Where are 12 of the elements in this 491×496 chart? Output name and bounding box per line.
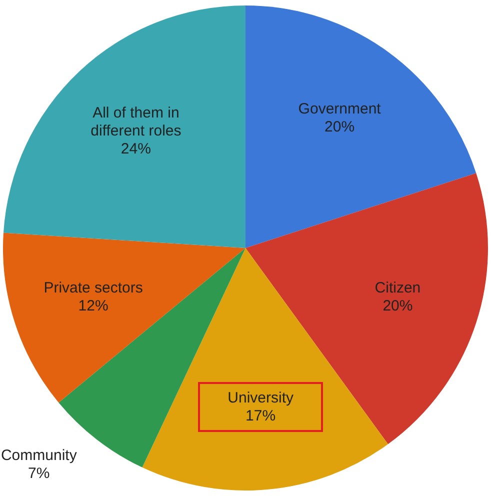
slice-label: All of them in different roles <box>90 104 182 140</box>
data-label: 24% <box>120 140 151 158</box>
slice-label: Private sectors <box>44 280 143 297</box>
data-label: 17% <box>246 407 276 424</box>
data-label: 12% <box>78 298 108 315</box>
slice-label: Citizen <box>374 280 421 297</box>
slice-label: Community <box>0 447 78 464</box>
data-label: 20% <box>382 298 413 315</box>
slice-label: Government <box>298 100 382 118</box>
slice-label: University <box>228 389 294 406</box>
data-label: 7% <box>28 465 50 482</box>
data-label: 20% <box>324 118 355 136</box>
